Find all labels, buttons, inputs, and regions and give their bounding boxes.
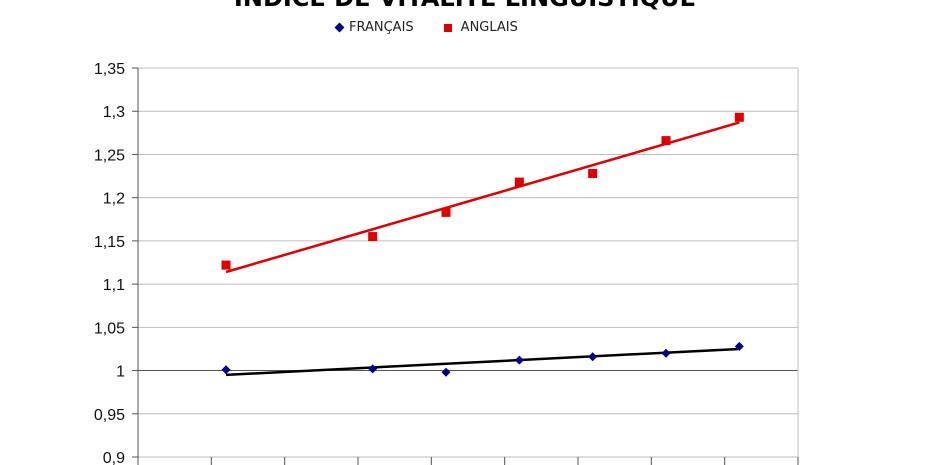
y-tick-label: 1,3	[103, 104, 125, 121]
y-tick-label: 1,05	[94, 320, 125, 337]
y-tick-label: 0,9	[103, 450, 125, 465]
trendline-anglais	[225, 121, 740, 274]
chart-title: INDICE DE VITALITÉ LINGUISTIQUE	[0, 0, 930, 12]
point-anglais	[734, 112, 744, 122]
point-francais	[221, 365, 231, 375]
point-francais	[734, 341, 744, 351]
y-tick-label: 1,2	[103, 191, 125, 208]
point-anglais	[221, 260, 231, 270]
y-tick-label: 1,35	[94, 61, 125, 78]
y-tick-label: 1,25	[94, 147, 125, 164]
point-anglais	[441, 207, 451, 217]
legend-item-francais: FRANÇAIS	[334, 20, 414, 35]
legend-label-francais: FRANÇAIS	[349, 20, 414, 35]
trendline-francais	[225, 347, 740, 377]
point-francais	[514, 355, 524, 365]
point-anglais	[661, 136, 671, 146]
y-tick-label: 0,95	[94, 407, 125, 424]
point-francais	[441, 367, 451, 377]
point-francais	[661, 348, 671, 358]
square-marker-icon	[443, 23, 452, 32]
legend-label-anglais: ANGLAIS	[460, 20, 518, 35]
point-anglais	[588, 168, 598, 178]
point-francais	[588, 352, 598, 362]
point-anglais	[368, 232, 378, 242]
legend-item-anglais: ANGLAIS	[443, 20, 518, 35]
y-tick-label: 1,1	[103, 277, 125, 294]
point-anglais	[514, 177, 524, 187]
y-tick-label: 1	[116, 364, 125, 381]
legend: FRANÇAIS ANGLAIS	[334, 20, 548, 35]
point-francais	[368, 364, 378, 374]
y-tick-label: 1,15	[94, 234, 125, 251]
